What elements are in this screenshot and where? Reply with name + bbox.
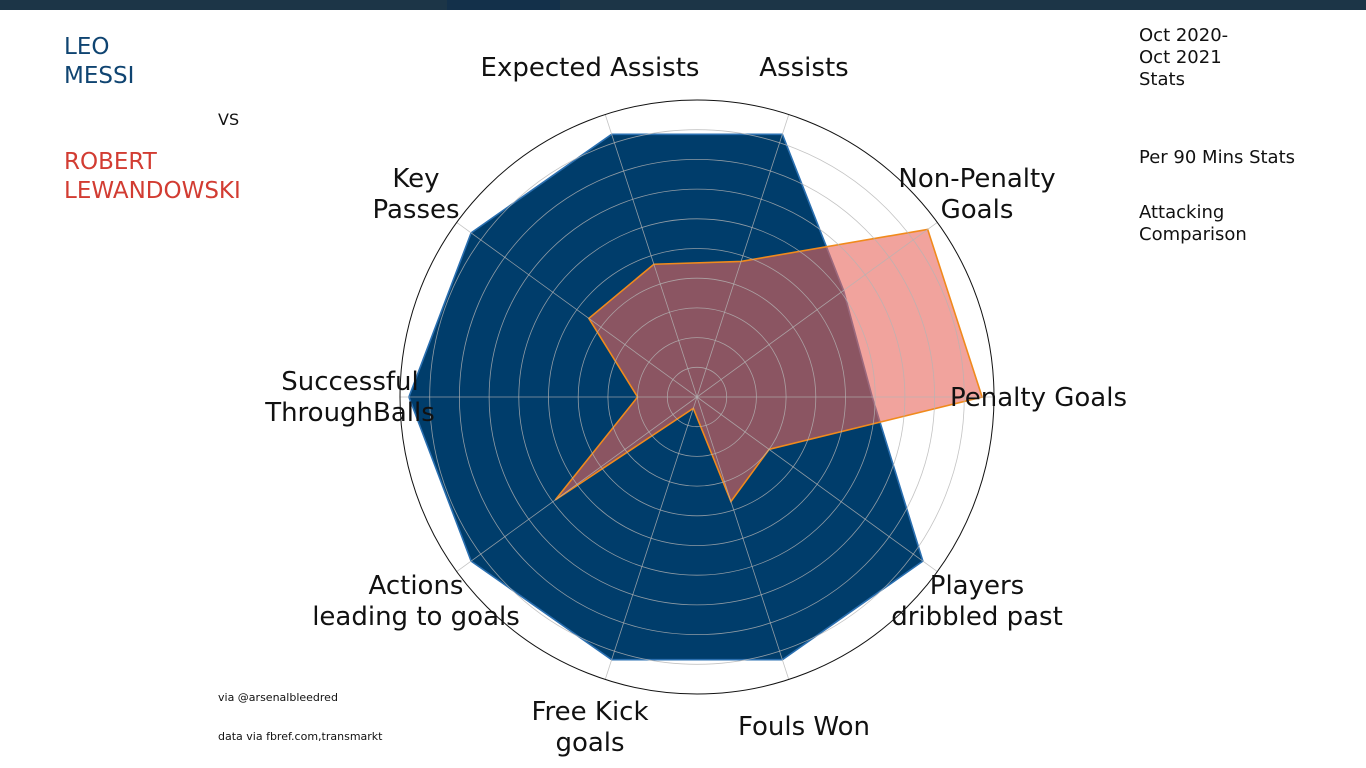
outer-ring (399, 99, 995, 695)
comparison-label: Attacking Comparison (1139, 202, 1247, 245)
player-1-name: LEO MESSI (64, 34, 135, 89)
data-source-credit: data via fbref.com,transmarkt (218, 730, 383, 743)
per90-label: Per 90 Mins Stats (1139, 147, 1296, 168)
player-2-name: ROBERT LEWANDOWSKI (64, 149, 241, 204)
author-credit: via @arsenalbleedred (218, 691, 338, 704)
grid-spoke (696, 222, 938, 398)
axis-label-7: Actions leading to goals (312, 571, 520, 632)
axis-label-2: Non-Penalty Goals (898, 164, 1055, 225)
axis-label-6: Successful ThroughBalls (264, 367, 435, 428)
axis-labels: Penalty Goals Non-Penalty Goals Assists Expe… (264, 53, 1127, 758)
grid-spoke (604, 114, 698, 398)
grid-spoke (604, 396, 698, 680)
grid-spoke (696, 396, 790, 680)
versus-label: VS (218, 110, 240, 129)
axis-label-3: Assists (759, 53, 848, 83)
grid-spoke (696, 114, 790, 398)
axis-label-5: Key Passes (372, 164, 459, 225)
axis-label-1: Penalty Goals (950, 383, 1127, 413)
top-bar-tab (447, 0, 560, 10)
grid-spoke (456, 222, 698, 398)
period-label: Oct 2020- Oct 2021 Stats (1139, 25, 1229, 90)
top-bar (0, 0, 1366, 10)
radar-grid (399, 99, 995, 695)
axis-label-9: Fouls Won (738, 712, 870, 742)
axis-label-8: Free Kick goals (531, 697, 648, 758)
axis-label-10: Players dribbled past (891, 571, 1063, 632)
axis-label-4: Expected Assists (481, 53, 700, 83)
grid-spoke (456, 396, 698, 572)
grid-spoke (696, 396, 938, 572)
